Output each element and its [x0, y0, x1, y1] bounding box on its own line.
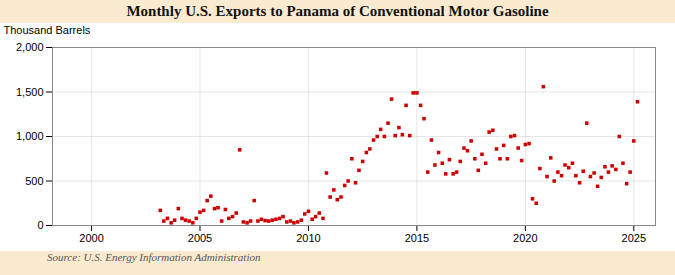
svg-text:2005: 2005: [188, 232, 212, 244]
html-text:Monthly U.S. Exports to Panama: Monthly U.S. Exports to Panama of Conven…: [126, 3, 549, 19]
svg-text:2020: 2020: [513, 232, 537, 244]
svg-text:1,000: 1,000: [16, 130, 44, 142]
svg-text:2025: 2025: [622, 232, 646, 244]
svg-text:0: 0: [37, 219, 43, 231]
svg-text:Thousand Barrels: Thousand Barrels: [4, 24, 91, 36]
svg-text:2010: 2010: [296, 232, 320, 244]
svg-text:1,500: 1,500: [16, 86, 44, 98]
svg-text:2015: 2015: [405, 232, 429, 244]
svg-text:2000: 2000: [79, 232, 103, 244]
svg-text:2,000: 2,000: [16, 41, 44, 53]
svg-text:500: 500: [25, 175, 43, 187]
html-text:Source: U.S. Energy Informatio: Source: U.S. Energy Information Administ…: [47, 251, 261, 263]
